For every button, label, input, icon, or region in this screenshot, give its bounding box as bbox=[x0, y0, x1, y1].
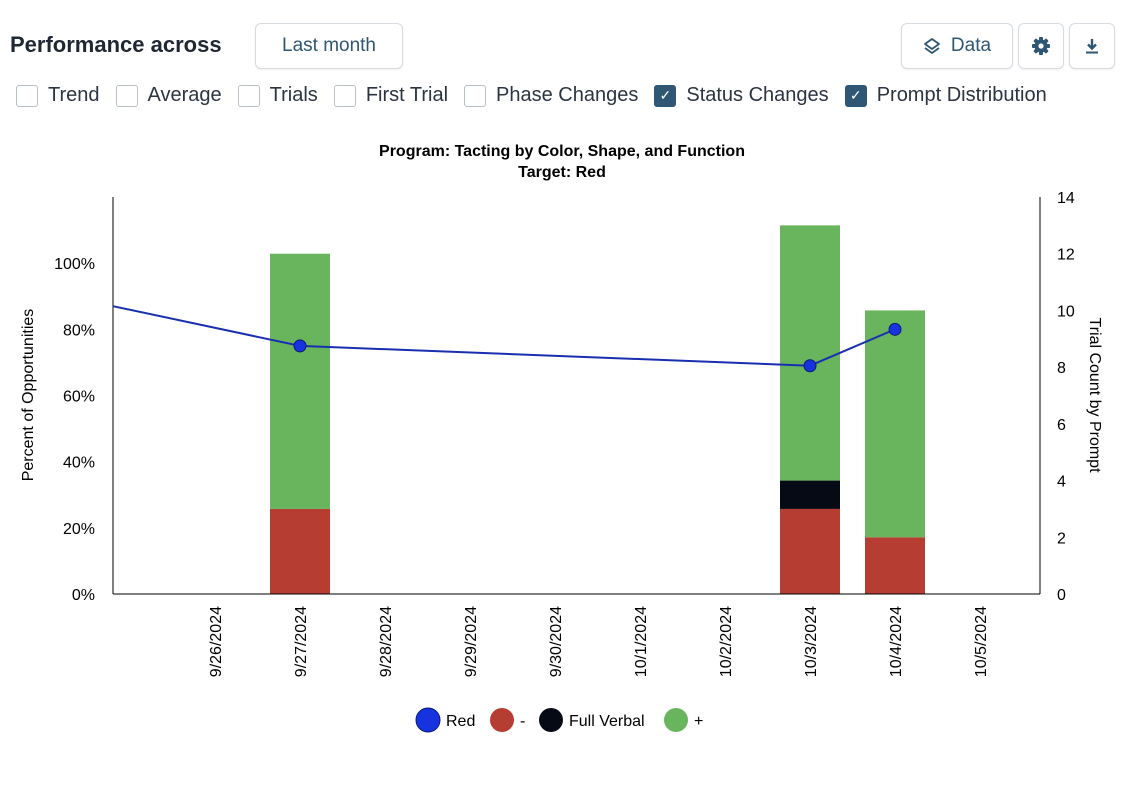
legend-marker bbox=[664, 708, 688, 732]
y2-tick-label: 14 bbox=[1057, 190, 1075, 207]
legend-marker bbox=[490, 708, 514, 732]
legend-marker bbox=[539, 708, 563, 732]
chart-title: Program: Tacting by Color, Shape, and Fu… bbox=[379, 143, 745, 160]
bar- bbox=[270, 253, 330, 509]
checkbox-box[interactable] bbox=[115, 84, 138, 107]
x-tick-label: 9/27/2024 bbox=[293, 606, 310, 677]
checkbox-box[interactable] bbox=[16, 84, 38, 107]
bar-FullVerbal bbox=[780, 480, 840, 509]
bar- bbox=[780, 508, 840, 594]
x-tick-label: 9/30/2024 bbox=[548, 606, 565, 677]
download-icon bbox=[1086, 39, 1098, 54]
y2-axis-label: Trial Count by Prompt bbox=[1086, 317, 1103, 473]
x-tick-label: 10/1/2024 bbox=[633, 606, 650, 677]
data-button[interactable]: Data bbox=[901, 23, 1013, 69]
bar- bbox=[865, 310, 925, 538]
layers-icon bbox=[924, 38, 940, 54]
checkbox-first-trial[interactable]: First Trial bbox=[333, 84, 449, 107]
checkbox-trend[interactable]: Trend bbox=[16, 84, 100, 107]
y-tick-label: 100% bbox=[54, 256, 95, 273]
line-point bbox=[293, 339, 307, 353]
y-axis-label: Percent of Opportunities bbox=[20, 309, 37, 482]
legend-label: + bbox=[694, 713, 703, 730]
download-button[interactable] bbox=[1069, 23, 1115, 69]
chart-subtitle: Target: Red bbox=[518, 164, 606, 181]
y2-tick-label: 8 bbox=[1057, 360, 1066, 377]
bar- bbox=[780, 225, 840, 481]
y-tick-label: 60% bbox=[63, 389, 95, 406]
legend-label: Full Verbal bbox=[569, 713, 645, 730]
legend-label: Red bbox=[446, 713, 475, 730]
line-red bbox=[112, 305, 896, 367]
line-point bbox=[888, 322, 902, 336]
legend-label: - bbox=[520, 713, 525, 730]
checkbox-box[interactable]: ✓ bbox=[844, 84, 867, 107]
y-tick-label: 40% bbox=[63, 455, 95, 472]
y2-tick-label: 12 bbox=[1057, 247, 1075, 264]
y-tick-label: 20% bbox=[63, 521, 95, 538]
data-button-label: Data bbox=[950, 35, 992, 56]
checkbox-label: First Trial bbox=[365, 84, 449, 106]
y-tick-label: 0% bbox=[72, 587, 95, 604]
checkbox-label: Status Changes bbox=[686, 84, 829, 106]
checkbox-label: Trend bbox=[48, 84, 100, 106]
checkbox-label: Trials bbox=[269, 84, 318, 106]
y2-tick-label: 10 bbox=[1057, 303, 1075, 320]
y2-tick-label: 0 bbox=[1057, 587, 1066, 604]
x-tick-label: 10/2/2024 bbox=[718, 606, 735, 677]
checkbox-box[interactable]: ✓ bbox=[654, 84, 677, 107]
y-tick-label: 80% bbox=[63, 322, 95, 339]
bar- bbox=[270, 508, 330, 594]
x-tick-label: 9/26/2024 bbox=[208, 606, 225, 677]
settings-button[interactable] bbox=[1018, 23, 1064, 69]
gear-icon bbox=[1032, 37, 1050, 55]
legend-marker bbox=[415, 707, 441, 733]
checkbox-box[interactable] bbox=[237, 84, 260, 107]
display-options: Trend Average Trials First Trial Phase Chang… bbox=[16, 84, 1063, 107]
checkbox-prompt-distribution[interactable]: ✓ Prompt Distribution bbox=[844, 84, 1047, 107]
x-tick-label: 10/5/2024 bbox=[973, 606, 990, 677]
line-point bbox=[803, 359, 817, 373]
checkbox-box[interactable] bbox=[333, 84, 356, 107]
checkbox-label: Phase Changes bbox=[496, 84, 639, 106]
checkbox-status-changes[interactable]: ✓ Status Changes bbox=[654, 84, 829, 107]
checkbox-average[interactable]: Average bbox=[115, 84, 222, 107]
y2-tick-label: 4 bbox=[1057, 474, 1066, 491]
x-tick-label: 9/29/2024 bbox=[463, 606, 480, 677]
y2-tick-label: 6 bbox=[1057, 417, 1066, 434]
checkbox-trials[interactable]: Trials bbox=[237, 84, 318, 107]
checkbox-phase-changes[interactable]: Phase Changes bbox=[464, 84, 638, 107]
x-tick-label: 9/28/2024 bbox=[378, 606, 395, 677]
page-title: Performance across bbox=[10, 32, 222, 57]
date-range-button[interactable]: Last month bbox=[255, 23, 403, 69]
checkbox-label: Average bbox=[147, 84, 222, 106]
x-tick-label: 10/4/2024 bbox=[888, 606, 905, 677]
checkbox-label: Prompt Distribution bbox=[876, 84, 1047, 106]
y2-tick-label: 2 bbox=[1057, 530, 1066, 547]
checkbox-box[interactable] bbox=[464, 84, 487, 107]
bar- bbox=[865, 537, 925, 594]
x-tick-label: 10/3/2024 bbox=[803, 606, 820, 677]
